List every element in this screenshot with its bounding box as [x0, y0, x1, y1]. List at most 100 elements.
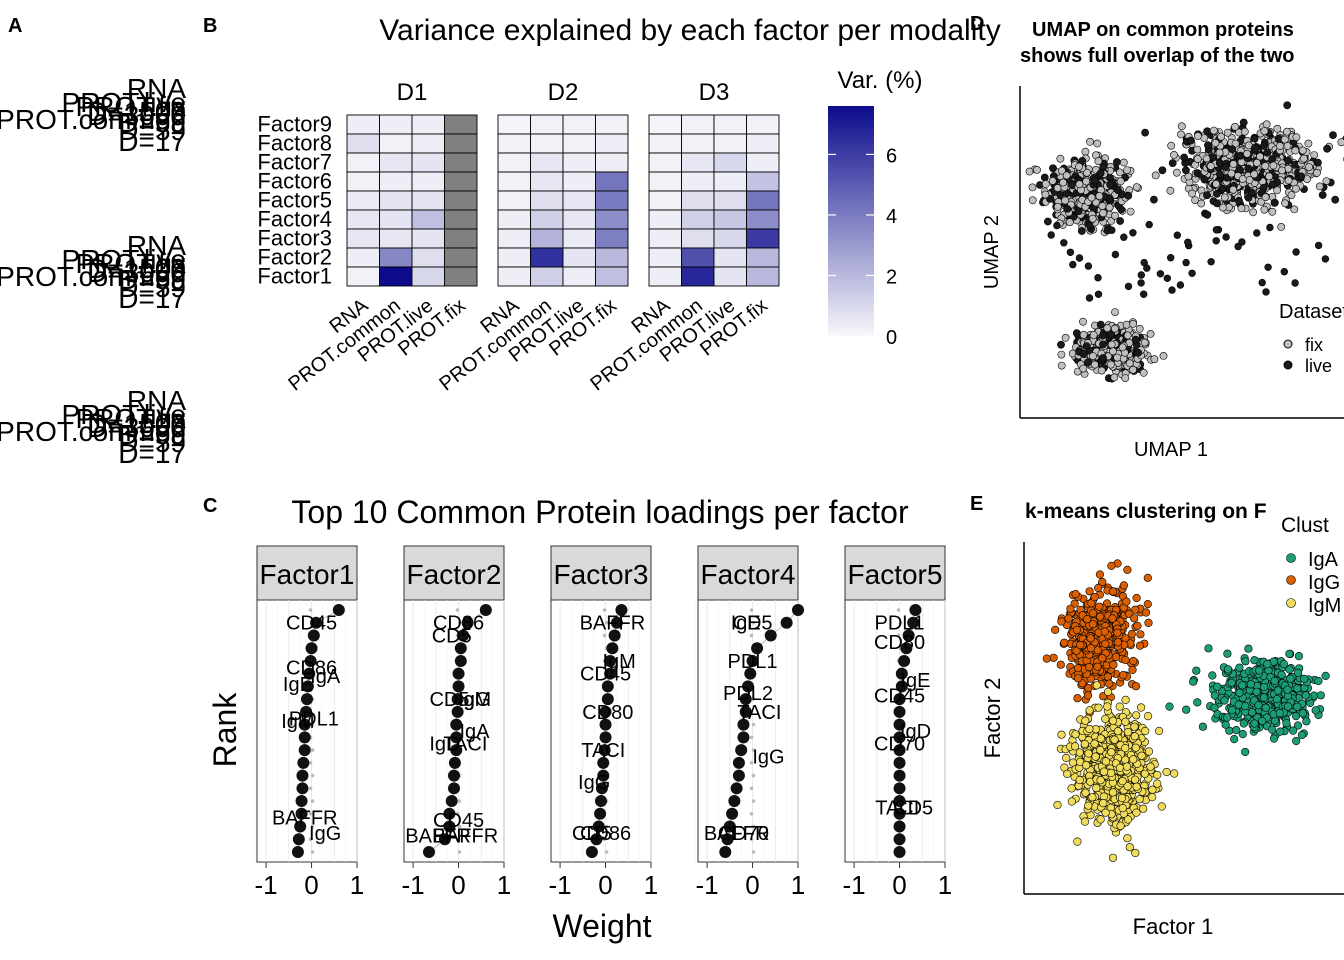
umap-point — [1168, 159, 1177, 167]
kmeans-point — [1301, 691, 1310, 700]
panel-a-overlapping-labels: RNAPROT.livePROT.fixPROT.commonD=1500D=3… — [0, 73, 186, 469]
kmeans-point — [1135, 641, 1145, 650]
kmeans-point — [1092, 783, 1101, 793]
loading-label: TACI — [737, 702, 781, 724]
kmeans-point — [1293, 721, 1303, 730]
background-loading-point — [457, 799, 462, 803]
umap-point — [1139, 290, 1148, 298]
umap-point — [1184, 238, 1192, 247]
kmeans-legend-key-igm — [1286, 598, 1296, 608]
kmeans-point — [1067, 797, 1076, 806]
kmeans-point — [1123, 782, 1132, 791]
heatmap-cell — [681, 171, 715, 192]
kmeans-point — [1259, 682, 1269, 692]
kmeans-point — [1122, 597, 1131, 606]
loading-point — [893, 718, 906, 731]
panel-a-label: D=59 — [118, 115, 186, 146]
umap-point — [1243, 149, 1251, 158]
loading-label: BAFFR — [405, 825, 471, 847]
heatmap-cell — [379, 114, 413, 135]
heatmap-cell — [411, 247, 445, 268]
kmeans-point — [1121, 717, 1130, 727]
kmeans-point — [1105, 679, 1114, 688]
loading-point — [907, 616, 920, 629]
umap-point — [1065, 218, 1074, 227]
umap-point — [1077, 227, 1086, 235]
facet-x-tick-label: -1 — [402, 870, 425, 900]
background-loading-point — [749, 811, 754, 816]
kmeans-point — [1270, 676, 1279, 686]
kmeans-point — [1082, 761, 1091, 770]
kmeans-point — [1255, 666, 1264, 675]
heatmap-panel-title: D1 — [397, 79, 428, 106]
umap-point — [1081, 147, 1090, 156]
loading-point — [721, 833, 734, 846]
loading-point — [592, 820, 605, 833]
umap-point — [1053, 184, 1062, 192]
kmeans-point — [1144, 747, 1154, 756]
kmeans-point — [1083, 691, 1093, 700]
background-loading-point — [308, 811, 313, 816]
kmeans-point — [1170, 769, 1179, 778]
loading-point — [450, 718, 463, 731]
umap-point — [1262, 288, 1270, 296]
kmeans-point — [1277, 670, 1286, 679]
facet-strip-label: Factor4 — [701, 559, 796, 590]
facet-panel-frame — [403, 599, 505, 863]
umap-point — [1156, 270, 1165, 278]
umap-point — [1220, 193, 1229, 202]
kmeans-point — [1230, 734, 1239, 744]
umap-point — [1273, 124, 1282, 133]
background-loading-point — [310, 722, 315, 727]
loading-point — [751, 642, 764, 655]
umap-point — [1150, 195, 1158, 204]
background-loading-point — [749, 608, 754, 612]
loadings-panel: Top 10 Common Protein loadings per facto… — [207, 494, 952, 944]
heatmap-cell — [713, 133, 747, 154]
kmeans-point — [1137, 751, 1146, 760]
facet-strip-label: Factor3 — [554, 559, 649, 590]
kmeans-point — [1123, 834, 1132, 843]
panel-letter-a: A — [8, 15, 22, 37]
heatmap-cell — [379, 133, 413, 154]
kmeans-point — [1063, 769, 1072, 779]
umap-point — [1188, 269, 1196, 277]
kmeans-point — [1223, 665, 1233, 674]
umap-point — [1260, 205, 1269, 214]
umap-point — [1166, 254, 1175, 262]
umap-point — [1124, 282, 1133, 291]
loading-label: CD5 — [572, 823, 612, 845]
heatmap-cell — [444, 247, 478, 268]
loadings-title: Top 10 Common Protein loadings per facto… — [291, 494, 909, 530]
kmeans-point — [1103, 672, 1112, 681]
umap-point — [1337, 138, 1344, 147]
umap-point — [1120, 233, 1128, 241]
heatmap-cell — [497, 190, 531, 211]
umap-point — [1137, 271, 1146, 279]
loading-point — [454, 642, 467, 655]
kmeans-point — [1108, 788, 1118, 797]
heatmap-cell — [379, 190, 413, 211]
loading-point — [739, 693, 752, 706]
kmeans-point — [1121, 655, 1130, 665]
heatmap-cell — [379, 152, 413, 173]
kmeans-point — [1071, 730, 1080, 739]
kmeans-point — [1101, 757, 1110, 766]
loading-point — [599, 705, 612, 718]
kmeans-point — [1128, 665, 1137, 675]
background-loading-point — [751, 722, 756, 727]
background-loading-point — [604, 850, 609, 854]
loading-point — [737, 718, 750, 731]
umap-point — [1297, 172, 1305, 181]
loading-point — [599, 718, 612, 731]
background-loading-point — [751, 824, 756, 829]
umap-point — [1150, 355, 1159, 364]
kmeans-point — [1208, 671, 1217, 680]
panel-a-label: PROT.fix — [76, 403, 186, 434]
kmeans-point — [1067, 784, 1076, 793]
kmeans-point — [1090, 739, 1099, 748]
umap-point — [1139, 368, 1148, 377]
panel-a-label: D=59 — [118, 264, 186, 295]
loading-label: IgM — [281, 711, 314, 733]
kmeans-point — [1182, 705, 1191, 714]
